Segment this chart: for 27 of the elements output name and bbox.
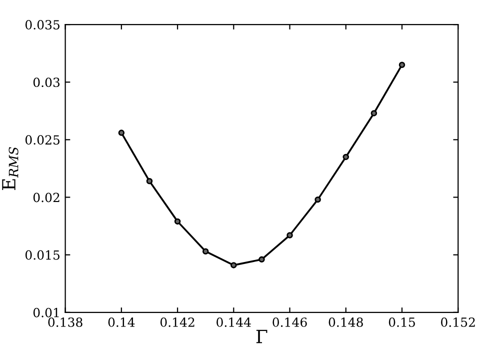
y-tick-label: 0.025 bbox=[25, 135, 60, 145]
point bbox=[314, 196, 321, 203]
x-axis-title: Γ bbox=[256, 330, 268, 344]
y-tick-label: 0.035 bbox=[25, 20, 60, 30]
x-tick-label: 0.15 bbox=[388, 317, 415, 327]
point bbox=[370, 110, 378, 116]
point bbox=[286, 232, 293, 238]
point bbox=[118, 130, 125, 136]
point bbox=[230, 262, 237, 268]
x-tick-label: 0.144 bbox=[216, 317, 251, 327]
y-tick-label: 0.02 bbox=[33, 192, 60, 202]
y-tick-label: 0.01 bbox=[33, 308, 59, 318]
point bbox=[174, 218, 181, 225]
x-tick-label: 0.148 bbox=[328, 317, 363, 327]
x-tick-label: 0.142 bbox=[160, 317, 194, 327]
x-tick-label: 0.14 bbox=[108, 317, 135, 327]
point bbox=[146, 178, 153, 184]
y-axis-title: E$_{RMS}$ bbox=[2, 147, 18, 190]
point bbox=[342, 154, 349, 160]
y-tick-label: 0.03 bbox=[33, 78, 60, 88]
x-tick-label: 0.146 bbox=[272, 317, 307, 327]
point bbox=[258, 256, 265, 263]
x-tick-label: 0.152 bbox=[441, 317, 475, 327]
y-tick-label: 0.015 bbox=[25, 250, 60, 260]
point bbox=[398, 62, 406, 68]
point bbox=[202, 248, 209, 254]
x-tick-label: 0.138 bbox=[48, 317, 82, 327]
